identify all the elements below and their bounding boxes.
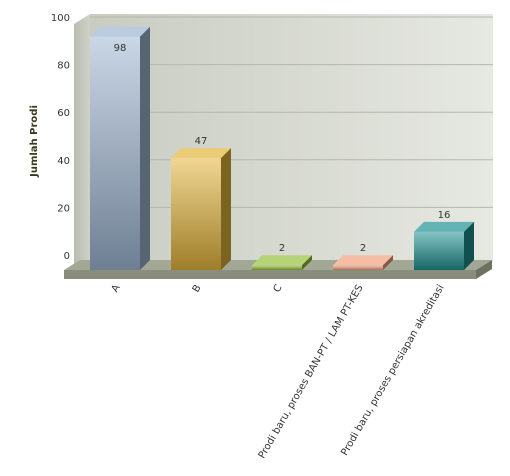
y-tick-label: 0 [64, 251, 70, 262]
bar-front [333, 265, 383, 270]
bar-top [414, 221, 474, 232]
bar [90, 26, 150, 271]
y-axis-ticks: 0 20 40 60 80 100 [51, 13, 70, 262]
x-tick-label: C [272, 283, 285, 295]
bar [333, 255, 393, 270]
bar-front [414, 231, 464, 270]
plot-floor-front [64, 270, 476, 279]
y-tick-label: 60 [57, 108, 70, 119]
data-label: 98 [114, 43, 127, 54]
plot-floor-side [476, 260, 492, 279]
bar [171, 148, 231, 270]
bar-side [221, 148, 231, 270]
bar-top [90, 26, 150, 37]
x-tick-label: B [191, 283, 204, 295]
bar-side [140, 26, 150, 271]
bar-side [464, 221, 474, 270]
plot-left-wall [74, 14, 90, 272]
bar-front [90, 36, 140, 271]
bar-side [383, 255, 393, 270]
x-tick-label: Prodi baru, proses persiapan akreditasi [339, 283, 446, 458]
bars: 98 47 2 2 16 [90, 26, 474, 271]
bar-front [252, 265, 302, 270]
y-tick-label: 100 [51, 13, 70, 24]
data-label: 47 [195, 136, 208, 147]
bar-front [171, 158, 221, 270]
bar [252, 255, 312, 270]
y-tick-label: 20 [57, 203, 70, 214]
y-tick-label: 40 [57, 156, 70, 167]
data-label: 2 [360, 243, 366, 254]
x-tick-label: A [110, 283, 123, 295]
bar-top [252, 255, 312, 266]
data-label: 2 [279, 243, 285, 254]
plot-back-wall [90, 14, 493, 262]
bar-top [333, 255, 393, 266]
bar [414, 221, 474, 270]
data-label: 16 [438, 210, 451, 221]
y-axis-title: Jumlah Prodi [29, 105, 40, 178]
y-tick-label: 80 [57, 61, 70, 72]
bar-side [302, 255, 312, 270]
bar-top [171, 148, 231, 159]
grid-lines [90, 16, 493, 208]
